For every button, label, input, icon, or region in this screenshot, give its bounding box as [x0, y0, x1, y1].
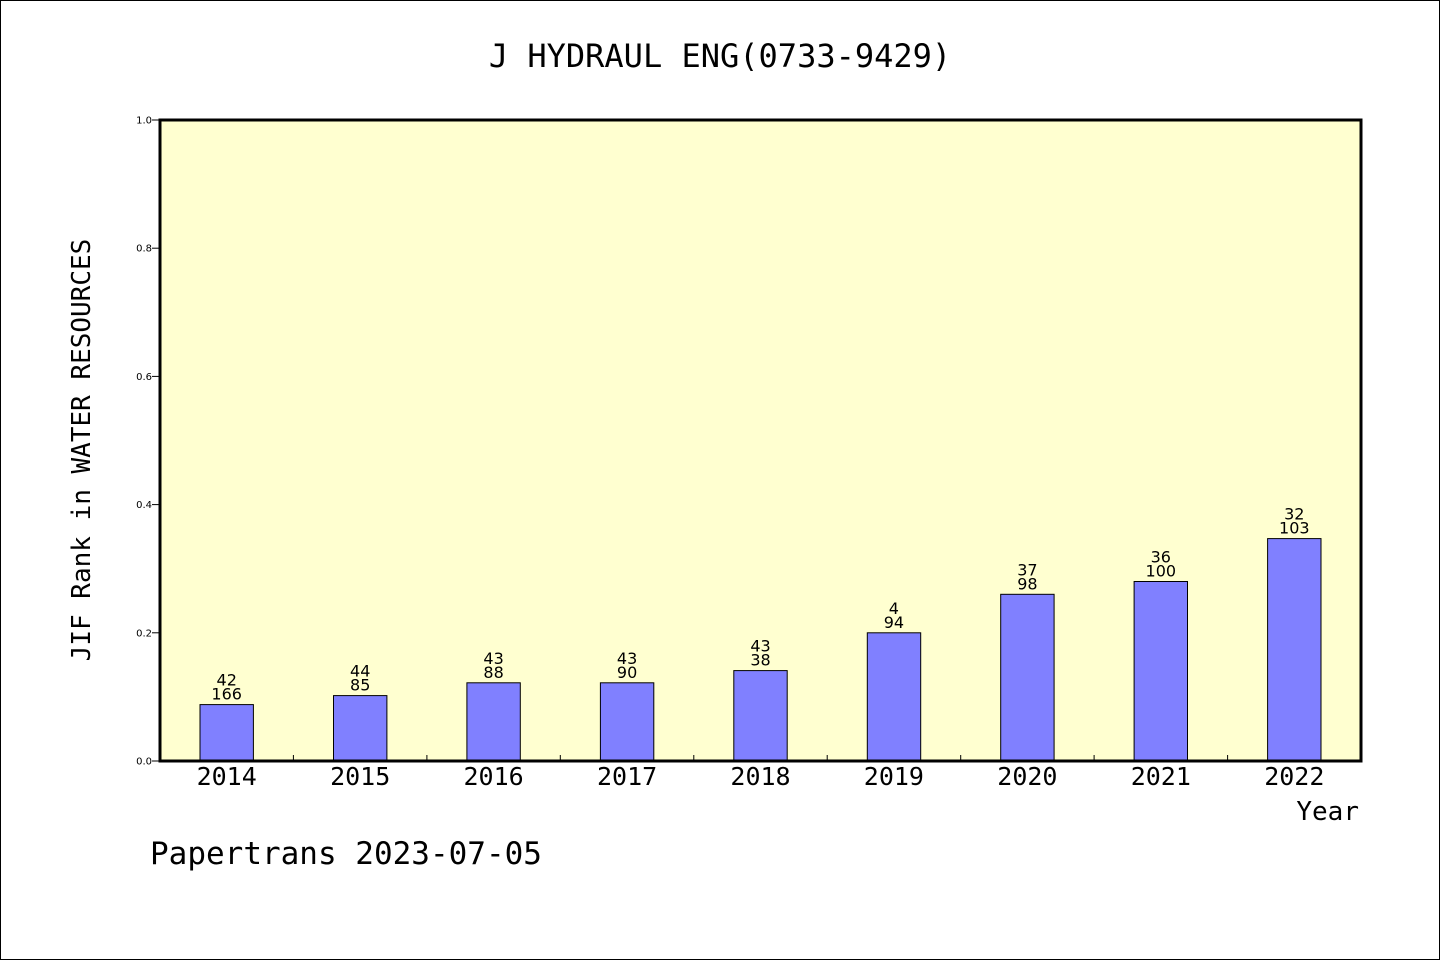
y-tick-label-0.6: 0.6 [136, 372, 152, 383]
bar-2016 [466, 682, 521, 762]
x-tick-label-2018: 2018 [730, 762, 790, 791]
bar-label-bottom-2016: 88 [483, 663, 503, 682]
bar-label-top-2018: 43 [750, 637, 770, 656]
bar-2017 [599, 682, 655, 762]
y-tick-label-0.4: 0.4 [136, 500, 152, 511]
x-axis-label: Year [1296, 797, 1359, 827]
bar-label-top-2022: 32 [1284, 505, 1304, 524]
y-tick-label-1.0: 1.0 [136, 116, 152, 127]
x-tick-label-2021: 2021 [1131, 762, 1191, 791]
bar-label-bottom-2018: 38 [750, 651, 770, 670]
bar-2015 [333, 695, 388, 762]
y-tick-label-0.0: 0.0 [136, 757, 152, 768]
bar-2022 [1267, 538, 1322, 762]
bar-label-bottom-2019: 94 [884, 613, 904, 632]
x-tick-label-2015: 2015 [330, 762, 390, 791]
bar-label-bottom-2014: 166 [211, 685, 242, 704]
bar-label-top-2021: 36 [1151, 548, 1171, 567]
bar-label-top-2020: 37 [1017, 560, 1037, 579]
bar-2018 [733, 670, 788, 762]
bar-2020 [1000, 593, 1055, 762]
bar-label-top-2017: 43 [617, 649, 637, 668]
bar-label-bottom-2015: 85 [350, 676, 370, 695]
x-axis-ticks: 2014 2015 2016 2017 2018 2019 2020 2021 2022 [197, 755, 1324, 791]
bar-label-bottom-2017: 90 [617, 663, 637, 682]
x-tick-label-2020: 2020 [997, 762, 1057, 791]
y-tick-label-0.8: 0.8 [136, 244, 152, 255]
x-tick-label-2022: 2022 [1264, 762, 1324, 791]
x-tick-label-2017: 2017 [597, 762, 657, 791]
bar-label-top-2014: 42 [217, 671, 237, 690]
bar-label-bottom-2021: 100 [1146, 562, 1177, 581]
bar-label-top-2016: 43 [483, 649, 503, 668]
plot-border [158, 118, 1363, 763]
bar-2021 [1133, 581, 1188, 762]
bars-group [199, 538, 1322, 762]
bar-label-bottom-2022: 103 [1279, 519, 1310, 538]
x-tick-label-2016: 2016 [463, 762, 523, 791]
chart-title: J HYDRAUL ENG(0733-9429) [489, 37, 951, 75]
bar-label-top-2015: 44 [350, 662, 370, 681]
x-tick-label-2019: 2019 [864, 762, 924, 791]
bar-label-bottom-2020: 98 [1017, 574, 1037, 593]
x-tick-label-2014: 2014 [197, 762, 257, 791]
bar-2019 [866, 632, 922, 762]
bar-2014 [199, 704, 254, 762]
footer-credit: Papertrans 2023-07-05 [150, 836, 542, 872]
bar-label-top-2019: 4 [889, 599, 899, 618]
y-axis-label: JIF Rank in WATER RESOURCES [67, 239, 97, 662]
y-tick-label-0.2: 0.2 [136, 628, 152, 639]
